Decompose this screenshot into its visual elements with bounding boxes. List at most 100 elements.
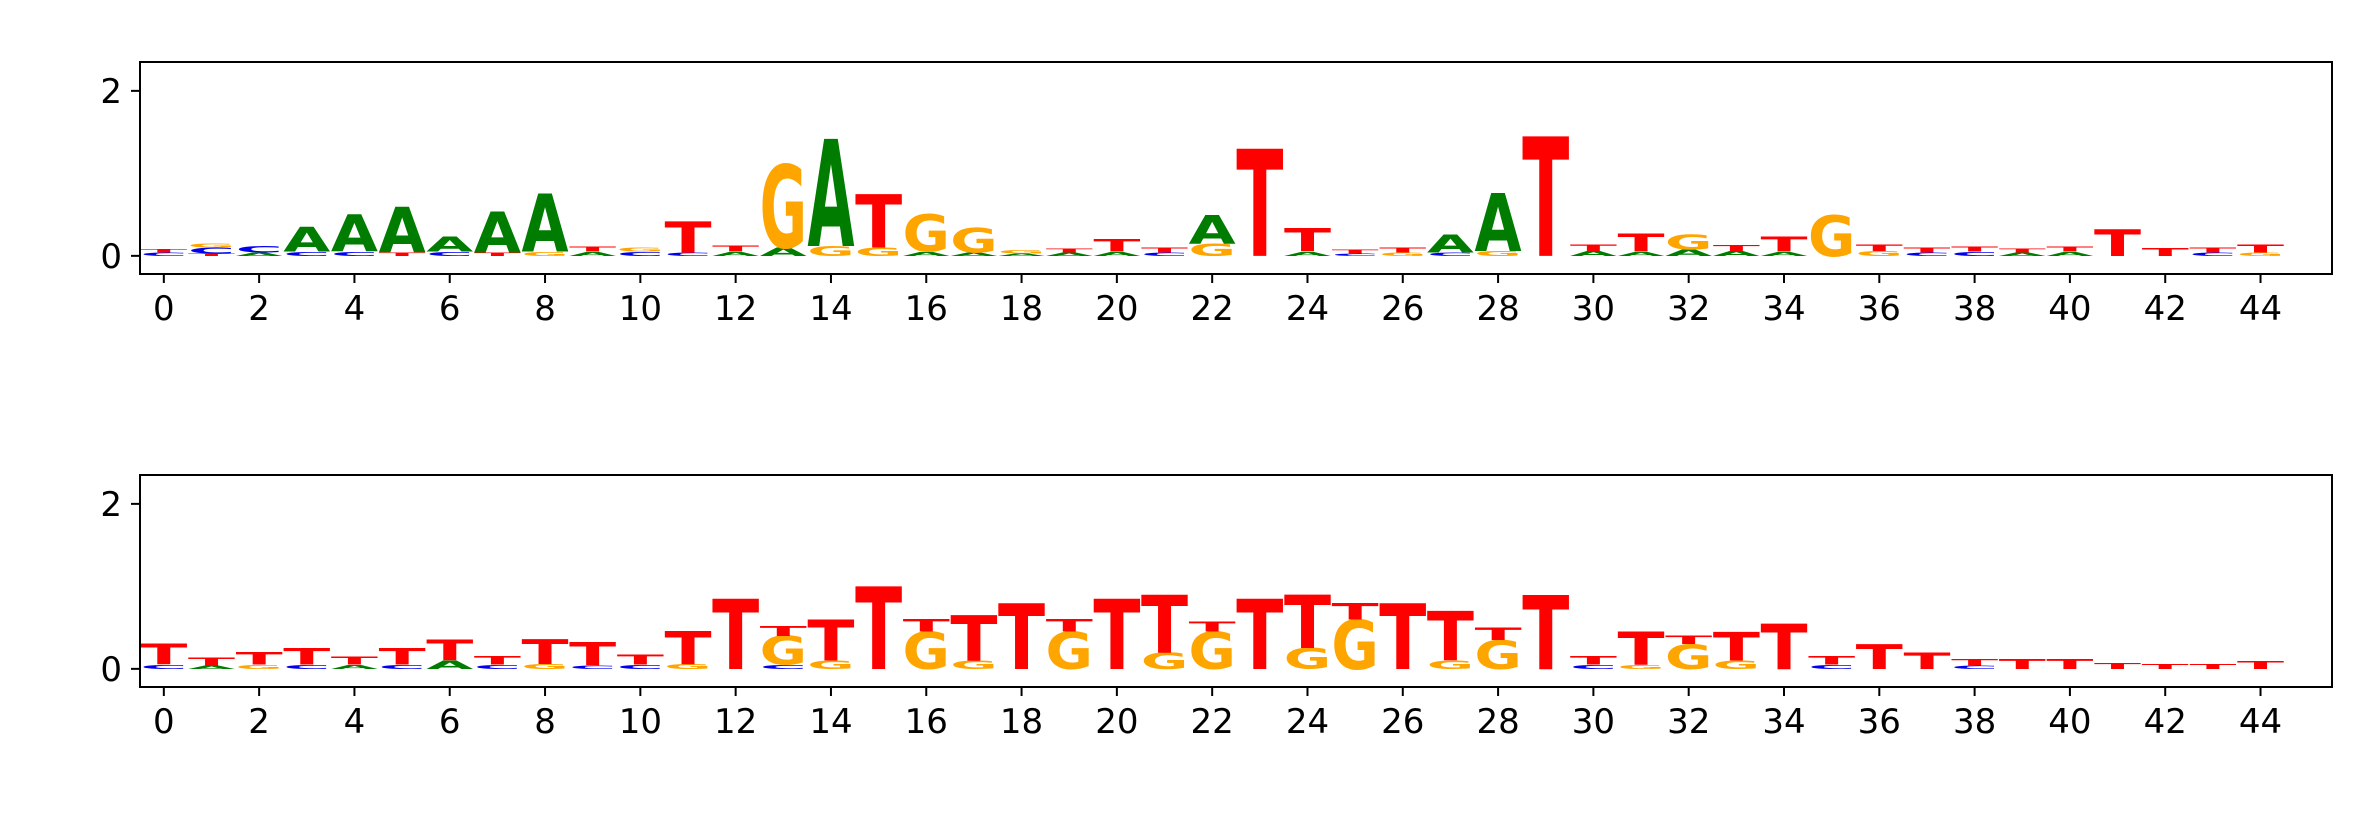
x-tick-label: 38 (1953, 289, 1996, 329)
logo-letter-T: T (664, 622, 711, 675)
logo-letter-T: T (1999, 247, 2047, 254)
logo-letter-T: T (998, 585, 1045, 691)
x-tick-label: 42 (2144, 702, 2187, 742)
logo-letter-A: A (712, 251, 760, 258)
logo-letter-G: G (188, 242, 235, 249)
x-tick-label: 14 (809, 702, 852, 742)
logo-letter-T: T (903, 616, 950, 636)
logo-letter-G: G (1046, 621, 1093, 681)
x-tick-label: 16 (905, 702, 948, 742)
logo-letter-A: A (1570, 250, 1618, 258)
x-tick-label: 28 (1476, 702, 1519, 742)
x-tick-label: 4 (344, 702, 366, 742)
logo-letter-T: T (1046, 247, 1094, 254)
x-tick-label: 2 (248, 702, 270, 742)
logo-letter-C: C (1141, 252, 1188, 257)
logo-letter-T: T (1618, 623, 1665, 676)
x-tick-label: 26 (1381, 702, 1424, 742)
logo-letter-T: T (2094, 222, 2142, 264)
x-tick-label: 8 (534, 702, 556, 742)
logo-letter-A: A (2046, 251, 2094, 258)
logo-letter-T: T (2189, 663, 2237, 671)
y-tick-label: 0 (100, 650, 122, 690)
logo-letter-G: G (1188, 621, 1235, 681)
logo-letter-A: A (1046, 252, 1094, 257)
logo-letter-C: C (1808, 664, 1855, 671)
x-tick-label: 34 (1762, 702, 1805, 742)
logo-letter-C: C (2189, 252, 2236, 257)
logo-letter-A: A (1760, 251, 1808, 258)
logo-letter-T: T (855, 565, 902, 697)
x-tick-label: 38 (1953, 702, 1996, 742)
x-tick-label: 14 (809, 289, 852, 329)
logo-letter-A: A (1999, 252, 2047, 257)
logo-letter-T: T (1522, 103, 1569, 295)
x-tick-label: 42 (2144, 289, 2187, 329)
logo-letter-C: C (1951, 251, 1998, 258)
y-axis: 02 (100, 72, 140, 277)
logo-letter-G: G (617, 246, 664, 253)
logo-letter-A: A (283, 220, 330, 260)
x-tick-label: 12 (714, 289, 757, 329)
y-tick-label: 2 (100, 485, 122, 525)
logo-letter-G: G (903, 204, 950, 264)
logo-letter-T: T (188, 656, 236, 668)
logo-letter-T: T (1332, 599, 1379, 625)
x-tick-label: 44 (2239, 702, 2282, 742)
logo-letter-T: T (1856, 242, 1904, 253)
logo-letter-A: A (998, 253, 1046, 257)
logo-letter-T: T (1951, 657, 1999, 668)
logo-letter-A: A (950, 252, 998, 257)
logo-letter-C: C (1951, 665, 1998, 670)
logo-letter-T: T (1379, 585, 1426, 691)
logo-letter-C: C (474, 664, 521, 671)
logo-letter-C: C (1427, 252, 1474, 257)
x-tick-label: 18 (1000, 289, 1043, 329)
logo-letter-A: A (1427, 230, 1474, 259)
x-tick-label: 0 (153, 702, 175, 742)
logo-letter-G: G (235, 664, 282, 671)
logo-letter-T: T (474, 252, 522, 257)
logo-letter-G: G (760, 628, 807, 674)
logo-letter-G: G (1188, 240, 1235, 260)
logo-letter-T: T (474, 654, 521, 667)
x-tick-label: 10 (619, 289, 662, 329)
logo-letter-G: G (760, 144, 807, 275)
logo-letter-T: T (1618, 229, 1666, 258)
logo-letter-C: C (1570, 664, 1617, 671)
logo-letter-T: T (331, 655, 379, 667)
logo-letter-A: A (522, 179, 569, 271)
logo-letter-T: T (1093, 579, 1140, 692)
logo-letter-T: T (664, 213, 711, 263)
logo-letter-A: A (1713, 250, 1761, 258)
logo-letter-T: T (1951, 246, 1999, 254)
y-tick-label: 2 (100, 72, 122, 112)
logo-letter-T: T (2046, 656, 2093, 672)
logo-letter-A: A (1475, 178, 1522, 270)
logo-letter-C: C (664, 252, 711, 257)
logo-letter-C: C (283, 664, 330, 671)
x-tick-label: 24 (1286, 289, 1329, 329)
x-tick-label: 6 (439, 289, 461, 329)
x-tick-label: 32 (1667, 702, 1710, 742)
x-tick-label: 32 (1667, 289, 1710, 329)
logo-letter-A: A (760, 246, 807, 259)
logo-letter-G: G (664, 663, 711, 671)
logo-letter-T: T (2094, 661, 2142, 670)
logo-letter-G: G (1808, 204, 1855, 269)
logo-letter-T: T (2046, 246, 2094, 254)
logo-letter-T: T (1236, 120, 1283, 292)
logo-letter-T: T (1189, 619, 1236, 635)
logo-letter-C: C (569, 665, 616, 670)
logo-letter-A: A (426, 233, 473, 257)
logo-letter-T: T (1522, 575, 1569, 693)
x-tick-label: 12 (714, 702, 757, 742)
logo-letter-C: C (426, 251, 473, 258)
logo-letter-T: T (426, 635, 473, 668)
x-tick-label: 20 (1095, 702, 1138, 742)
logo-letter-G: G (1141, 648, 1188, 674)
